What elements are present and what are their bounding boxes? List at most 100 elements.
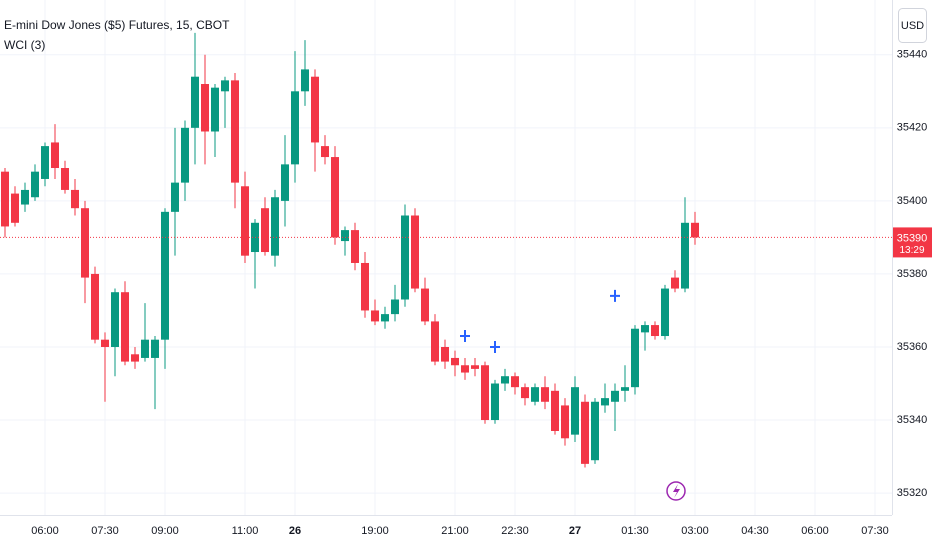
candle-body <box>551 390 559 431</box>
candle-body <box>41 146 49 179</box>
candle-body <box>411 215 419 289</box>
x-tick-label: 27 <box>569 525 581 537</box>
candle-body <box>651 325 659 337</box>
x-tick-label: 07:30 <box>861 525 889 537</box>
candle-body <box>561 405 569 439</box>
x-tick-label: 26 <box>289 525 301 537</box>
candle-body <box>281 164 289 201</box>
x-tick-label: 22:30 <box>501 525 529 537</box>
y-tick-label: 35380 <box>897 268 928 280</box>
candle-body <box>611 390 619 402</box>
candle-body <box>121 292 129 362</box>
wci-marker <box>490 340 500 353</box>
x-tick-label: 09:00 <box>151 525 179 537</box>
candle-body <box>451 357 459 366</box>
candle-body <box>171 182 179 212</box>
wci-marker <box>460 330 470 343</box>
lightning-icon[interactable] <box>666 481 686 501</box>
countdown: 13:29 <box>899 245 924 256</box>
candle-body <box>141 339 149 358</box>
x-tick-label: 01:30 <box>621 525 649 537</box>
candle-body <box>71 189 79 209</box>
candle-body <box>211 87 219 132</box>
wci-marker <box>610 289 620 302</box>
candle-body <box>181 127 189 183</box>
candle-body <box>521 387 529 399</box>
currency-button[interactable] <box>898 8 927 43</box>
candle-body <box>1 171 9 227</box>
candle-body <box>371 310 379 322</box>
candle-body <box>331 157 339 238</box>
candle-body <box>491 383 499 421</box>
candle-body <box>501 376 509 384</box>
price-label-bg <box>893 227 932 258</box>
candle-body <box>221 80 229 92</box>
candle-body <box>601 398 609 406</box>
price-label: 35390 <box>897 232 928 244</box>
indicator-label: WCI (3) <box>4 38 45 52</box>
y-tick-label: 35320 <box>897 487 928 499</box>
candle-body <box>381 314 389 322</box>
chart-title: E-mini Dow Jones ($5) Futures, 15, CBOT <box>4 18 230 32</box>
candle-body <box>661 288 669 337</box>
candle-body <box>261 208 269 253</box>
candle-body <box>571 387 579 435</box>
candle-body <box>231 80 239 183</box>
candle-body <box>531 387 539 402</box>
candle-body <box>441 346 449 362</box>
candle-body <box>61 168 69 190</box>
candle-body <box>591 401 599 461</box>
candle-body <box>691 222 699 238</box>
candle-body <box>431 321 439 362</box>
candle-body <box>641 325 649 333</box>
candle-body <box>31 171 39 198</box>
candle-body <box>401 215 409 300</box>
x-tick-label: 03:00 <box>681 525 709 537</box>
candle-body <box>351 230 359 263</box>
candle-body <box>111 292 119 347</box>
candle-body <box>11 193 19 223</box>
y-tick-label: 35420 <box>897 122 928 134</box>
candle-body <box>291 91 299 165</box>
candle-body <box>271 197 279 256</box>
x-tick-label: 11:00 <box>232 525 259 537</box>
candle-body <box>311 76 319 143</box>
y-tick-label: 35400 <box>897 195 928 207</box>
candle-body <box>391 299 399 315</box>
candle-body <box>541 387 549 402</box>
x-tick-label: 04:30 <box>741 525 769 537</box>
candle-body <box>621 387 629 391</box>
candle-body <box>301 69 309 92</box>
candle-body <box>101 339 109 347</box>
candle-body <box>461 365 469 373</box>
x-tick-label: 06:00 <box>31 525 59 537</box>
candle-body <box>51 142 59 169</box>
candle-body <box>341 230 349 242</box>
candle-body <box>131 354 139 362</box>
currency[interactable]: USD <box>901 20 924 32</box>
y-tick-label: 35340 <box>897 414 928 426</box>
candle-body <box>471 365 479 369</box>
x-tick-label: 21:00 <box>441 525 469 537</box>
candle-body <box>321 146 329 158</box>
candle-body <box>361 262 369 311</box>
x-tick-label: 07:30 <box>91 525 119 537</box>
candle-body <box>81 208 89 278</box>
candle-body <box>421 288 429 322</box>
candle-body <box>241 186 249 256</box>
candle-body <box>631 328 639 388</box>
y-tick-label: 35360 <box>897 341 928 353</box>
y-tick-label: 35440 <box>897 49 928 61</box>
x-tick-label: 19:00 <box>361 525 389 537</box>
plot <box>0 0 892 515</box>
candle-body <box>581 401 589 464</box>
x-tick-label: 06:00 <box>801 525 829 537</box>
candle-body <box>191 76 199 128</box>
candle-body <box>151 339 159 358</box>
candle-body <box>161 211 169 340</box>
candle-body <box>201 84 209 132</box>
candle-body <box>481 365 489 421</box>
candle-body <box>91 273 99 340</box>
